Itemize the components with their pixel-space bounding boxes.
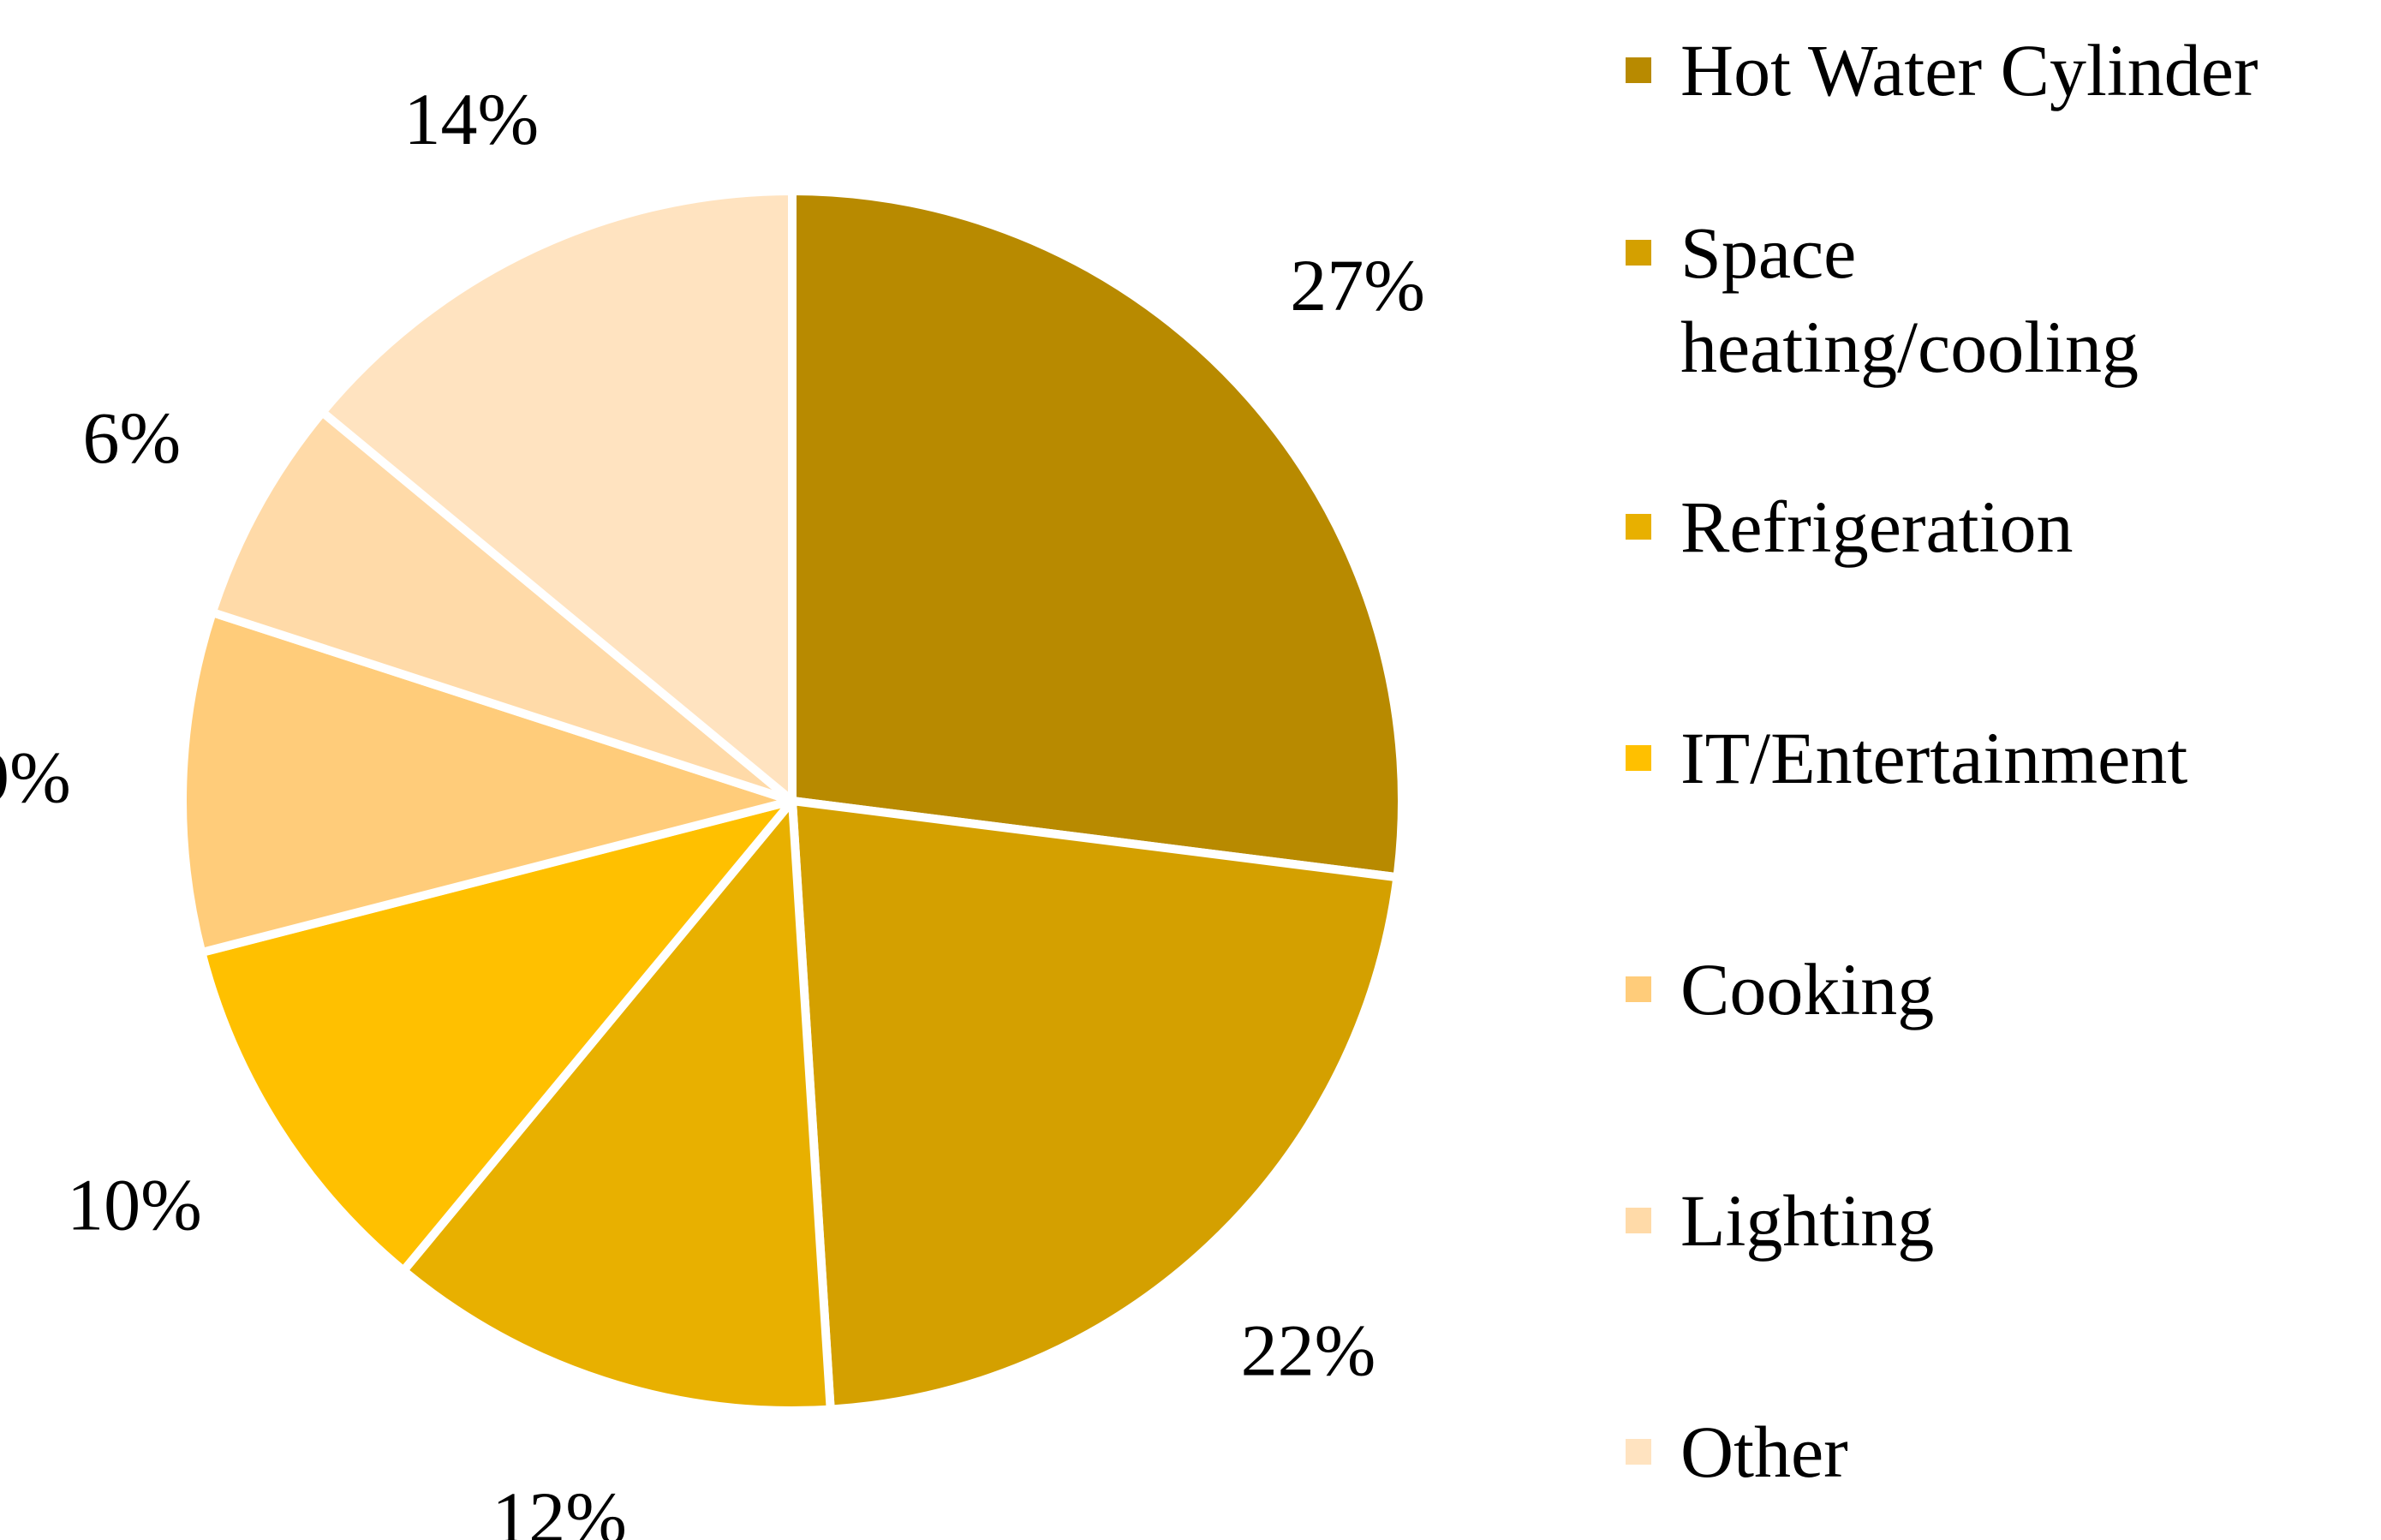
pie-slices xyxy=(178,187,1407,1415)
pie-data-labels: 27% 22% 12% 10% 9% 6% 14% xyxy=(0,78,1425,1540)
pie-slice-space-heating-cooling xyxy=(788,797,1402,1414)
pie-slice-hot-water-cylinder xyxy=(788,187,1407,882)
pie-slice-cooking xyxy=(178,607,797,958)
data-label: 9% xyxy=(0,736,71,818)
legend-label: Refrigeration xyxy=(1680,486,2073,568)
data-label: 10% xyxy=(67,1164,202,1246)
legend-label: IT/Entertainment xyxy=(1680,717,2187,799)
legend-label: Other xyxy=(1680,1411,1848,1493)
legend-label: Lighting xyxy=(1680,1179,1934,1262)
legend-swatch xyxy=(1626,1208,1651,1233)
legend-label: Cooking xyxy=(1680,948,1934,1030)
pie-slice-other xyxy=(318,187,797,805)
legend-swatch xyxy=(1626,240,1651,266)
data-label: 14% xyxy=(403,78,539,160)
pie-slice-refrigeration xyxy=(399,797,835,1415)
legend-swatch xyxy=(1626,514,1651,540)
legend-swatch xyxy=(1626,745,1651,771)
pie-slice-lighting xyxy=(207,408,797,805)
legend: Hot Water Cylinder Space heating/cooling Re… xyxy=(1626,29,2259,1493)
data-label: 27% xyxy=(1290,244,1425,326)
data-label: 22% xyxy=(1241,1309,1376,1391)
legend-swatch xyxy=(1626,57,1651,83)
legend-label: Hot Water Cylinder xyxy=(1680,29,2259,111)
data-label: 6% xyxy=(83,397,182,479)
data-label: 12% xyxy=(492,1477,627,1540)
legend-label: Space heating/cooling xyxy=(1680,212,2139,388)
legend-swatch xyxy=(1626,1439,1651,1465)
legend-swatch xyxy=(1626,976,1651,1002)
